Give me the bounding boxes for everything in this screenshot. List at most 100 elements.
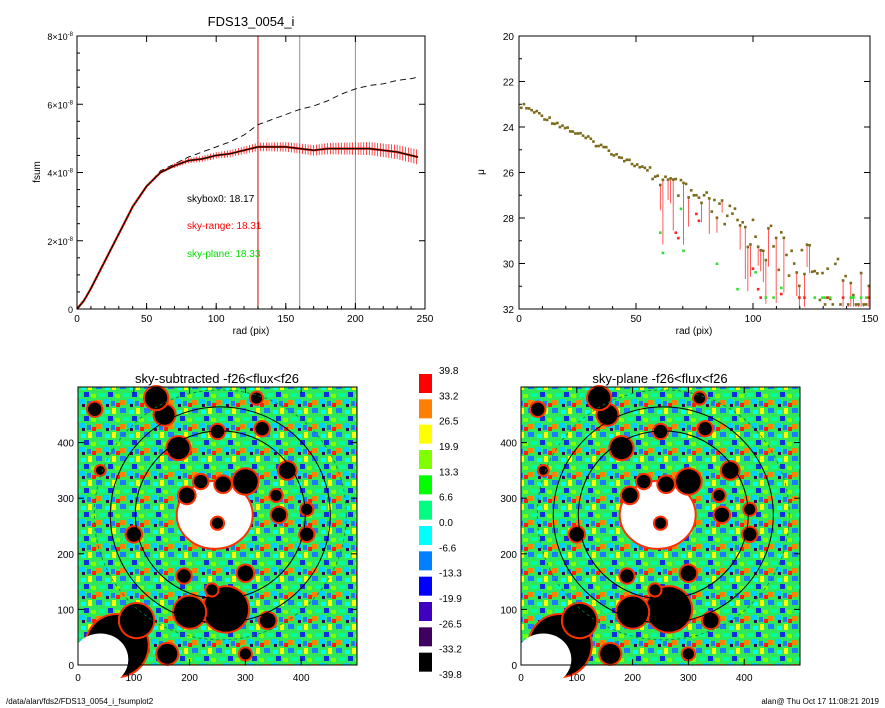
data-point — [687, 196, 690, 199]
x-tick-label: 400 — [293, 673, 310, 684]
data-point — [759, 248, 763, 252]
data-point — [702, 193, 706, 197]
masked-source — [693, 392, 706, 404]
masked-source — [119, 603, 154, 638]
masked-source — [167, 437, 190, 460]
data-point — [813, 296, 817, 299]
profile-series — [76, 76, 419, 310]
data-point — [563, 126, 567, 130]
data-point — [859, 296, 863, 299]
chart-title: FDS13_0054_i — [208, 14, 295, 29]
data-point — [733, 207, 737, 210]
data-point — [586, 135, 590, 138]
data-point — [641, 165, 644, 168]
data-point — [669, 177, 672, 180]
masked-source — [562, 603, 597, 638]
data-point — [682, 249, 685, 253]
data-point — [602, 145, 606, 149]
data-point — [818, 298, 822, 302]
data-point — [864, 296, 868, 299]
data-point — [839, 303, 842, 306]
data-point — [607, 149, 611, 153]
data-point — [610, 153, 613, 156]
data-point — [764, 258, 768, 262]
masked-source — [215, 476, 231, 493]
data-point — [780, 292, 783, 296]
data-point — [731, 212, 734, 215]
masked-source — [194, 474, 208, 489]
masked-source — [531, 402, 545, 416]
data-point — [772, 245, 775, 248]
sky-plane-image: sky-plane -f26<flux<f26 0 100 200 300 400 0 10… — [500, 371, 801, 686]
data-point — [584, 136, 587, 140]
masked-source — [88, 402, 102, 416]
data-point — [867, 284, 871, 288]
data-point — [615, 152, 618, 156]
y-tick-label: 300 — [57, 494, 74, 505]
data-point — [653, 175, 657, 178]
data-point — [736, 287, 739, 291]
data-point — [651, 177, 654, 181]
data-point — [661, 251, 665, 255]
data-point — [540, 114, 544, 118]
colorbar-label: 33.2 — [439, 391, 459, 402]
data-point — [697, 196, 701, 199]
data-point — [749, 243, 752, 246]
data-point — [571, 130, 575, 133]
data-point — [617, 156, 621, 159]
data-point — [646, 169, 649, 172]
masked-source — [210, 424, 225, 439]
data-point — [666, 178, 670, 181]
plot-frame — [76, 35, 426, 310]
colorbar-swatch — [419, 424, 432, 444]
saturated-region — [72, 633, 129, 686]
data-point — [630, 162, 634, 166]
axis-ticks: 0 50 100 150 20 22 24 26 28 30 32 — [503, 32, 879, 325]
masked-source — [620, 569, 634, 583]
data-point — [754, 235, 757, 239]
data-point — [594, 144, 598, 148]
data-point — [803, 296, 806, 299]
masked-source — [676, 469, 701, 494]
data-point — [682, 181, 685, 185]
data-point — [728, 204, 732, 208]
y-tick-label: 28 — [503, 214, 515, 225]
data-point — [707, 197, 711, 200]
x-tick-label: 50 — [630, 314, 642, 325]
x-axis-label: rad (pix) — [233, 326, 270, 337]
data-point — [720, 199, 724, 202]
x-tick-label: 300 — [680, 673, 697, 684]
data-point — [823, 296, 827, 299]
data-point — [525, 106, 528, 110]
y-tick-label: 400 — [57, 439, 74, 450]
y-tick-label: 20 — [503, 32, 515, 43]
data-point — [700, 201, 703, 205]
data-point — [756, 245, 760, 249]
colorbar-swatch — [419, 475, 432, 495]
sky-annotations: skybox0: 18.17 sky-range: 18.31 sky-plane:… — [187, 194, 262, 260]
data-point — [530, 108, 533, 112]
image-frame — [520, 386, 801, 666]
x-axis-label: rad (pix) — [676, 326, 713, 337]
series-line — [76, 146, 419, 310]
data-point — [867, 296, 871, 299]
footer-path: /data/alan/fds2/FDS13_0054_i_fsumplot2 — [6, 697, 154, 706]
masked-source — [250, 392, 263, 404]
x-tick-label: 150 — [277, 314, 294, 325]
masked-source — [569, 527, 585, 542]
colorbar-label: -13.3 — [439, 569, 462, 580]
masked-source — [587, 387, 611, 410]
colorbar-label: -19.9 — [439, 594, 462, 605]
colorbar-swatch — [419, 551, 432, 571]
data-point — [697, 219, 701, 223]
colorbar-swatch — [419, 576, 432, 596]
data-point — [715, 262, 719, 266]
data-point — [620, 156, 624, 160]
aperture-circle — [93, 389, 347, 641]
data-point — [800, 248, 804, 252]
masked-source — [698, 422, 712, 436]
data-point — [677, 194, 680, 197]
data-point — [772, 296, 775, 299]
aperture-circle — [109, 406, 331, 624]
data-point — [795, 271, 799, 274]
